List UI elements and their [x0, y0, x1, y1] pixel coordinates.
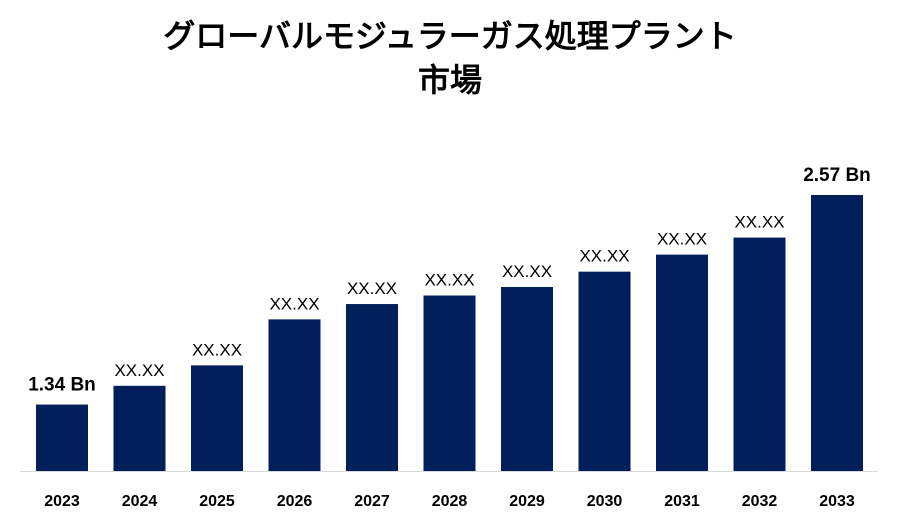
data-label-2026: XX.XX	[269, 294, 319, 313]
chart-title-line-2: 市場	[417, 61, 482, 99]
bar-2028	[423, 295, 476, 471]
bar-2026	[268, 319, 321, 471]
x-tick-label-2026: 2026	[277, 493, 313, 510]
value-labels-group: 1.34 Bn XX.XX XX.XX XX.XX XX.XX XX.XX XX.XX XX.…	[28, 165, 871, 396]
bar-2023	[36, 404, 88, 471]
x-tick-labels-group: 2023 2024 2025 2026 2027 2028 2029 2030 2031 2032…	[44, 493, 855, 510]
data-label-2029: XX.XX	[502, 262, 552, 281]
x-tick-label-2031: 2031	[664, 493, 700, 510]
x-tick-label-2023: 2023	[44, 493, 80, 510]
data-label-2027: XX.XX	[347, 279, 397, 298]
data-label-2033: 2.57 Bn	[803, 165, 871, 186]
x-tick-label-2028: 2028	[432, 493, 468, 510]
bar-2027	[346, 304, 398, 471]
x-tick-label-2029: 2029	[509, 493, 545, 510]
data-label-2032: XX.XX	[734, 213, 784, 232]
data-label-2025: XX.XX	[192, 340, 242, 359]
bar-2029	[501, 287, 553, 471]
bar-2033	[811, 195, 863, 471]
chart-title: グローバルモジュラーガス処理プラント 市場	[0, 14, 900, 102]
x-tick-label-2024: 2024	[122, 493, 158, 510]
x-tick-label-2025: 2025	[199, 493, 235, 510]
bar-2032	[733, 237, 786, 471]
data-label-2030: XX.XX	[579, 247, 629, 266]
chart-title-line-1: グローバルモジュラーガス処理プラント	[163, 17, 737, 55]
x-tick-label-2033: 2033	[819, 493, 855, 510]
data-label-2028: XX.XX	[424, 271, 474, 290]
x-tick-label-2027: 2027	[354, 493, 390, 510]
data-label-2024: XX.XX	[114, 361, 164, 380]
bar-2030	[578, 271, 631, 471]
bar-2024	[113, 385, 166, 471]
x-tick-label-2032: 2032	[742, 493, 778, 510]
bars-group	[36, 195, 863, 471]
data-label-2023: 1.34 Bn	[28, 375, 96, 396]
x-tick-label-2030: 2030	[587, 493, 623, 510]
bar-2031	[656, 254, 708, 471]
data-label-2031: XX.XX	[657, 230, 707, 249]
bar-2025	[191, 365, 243, 471]
